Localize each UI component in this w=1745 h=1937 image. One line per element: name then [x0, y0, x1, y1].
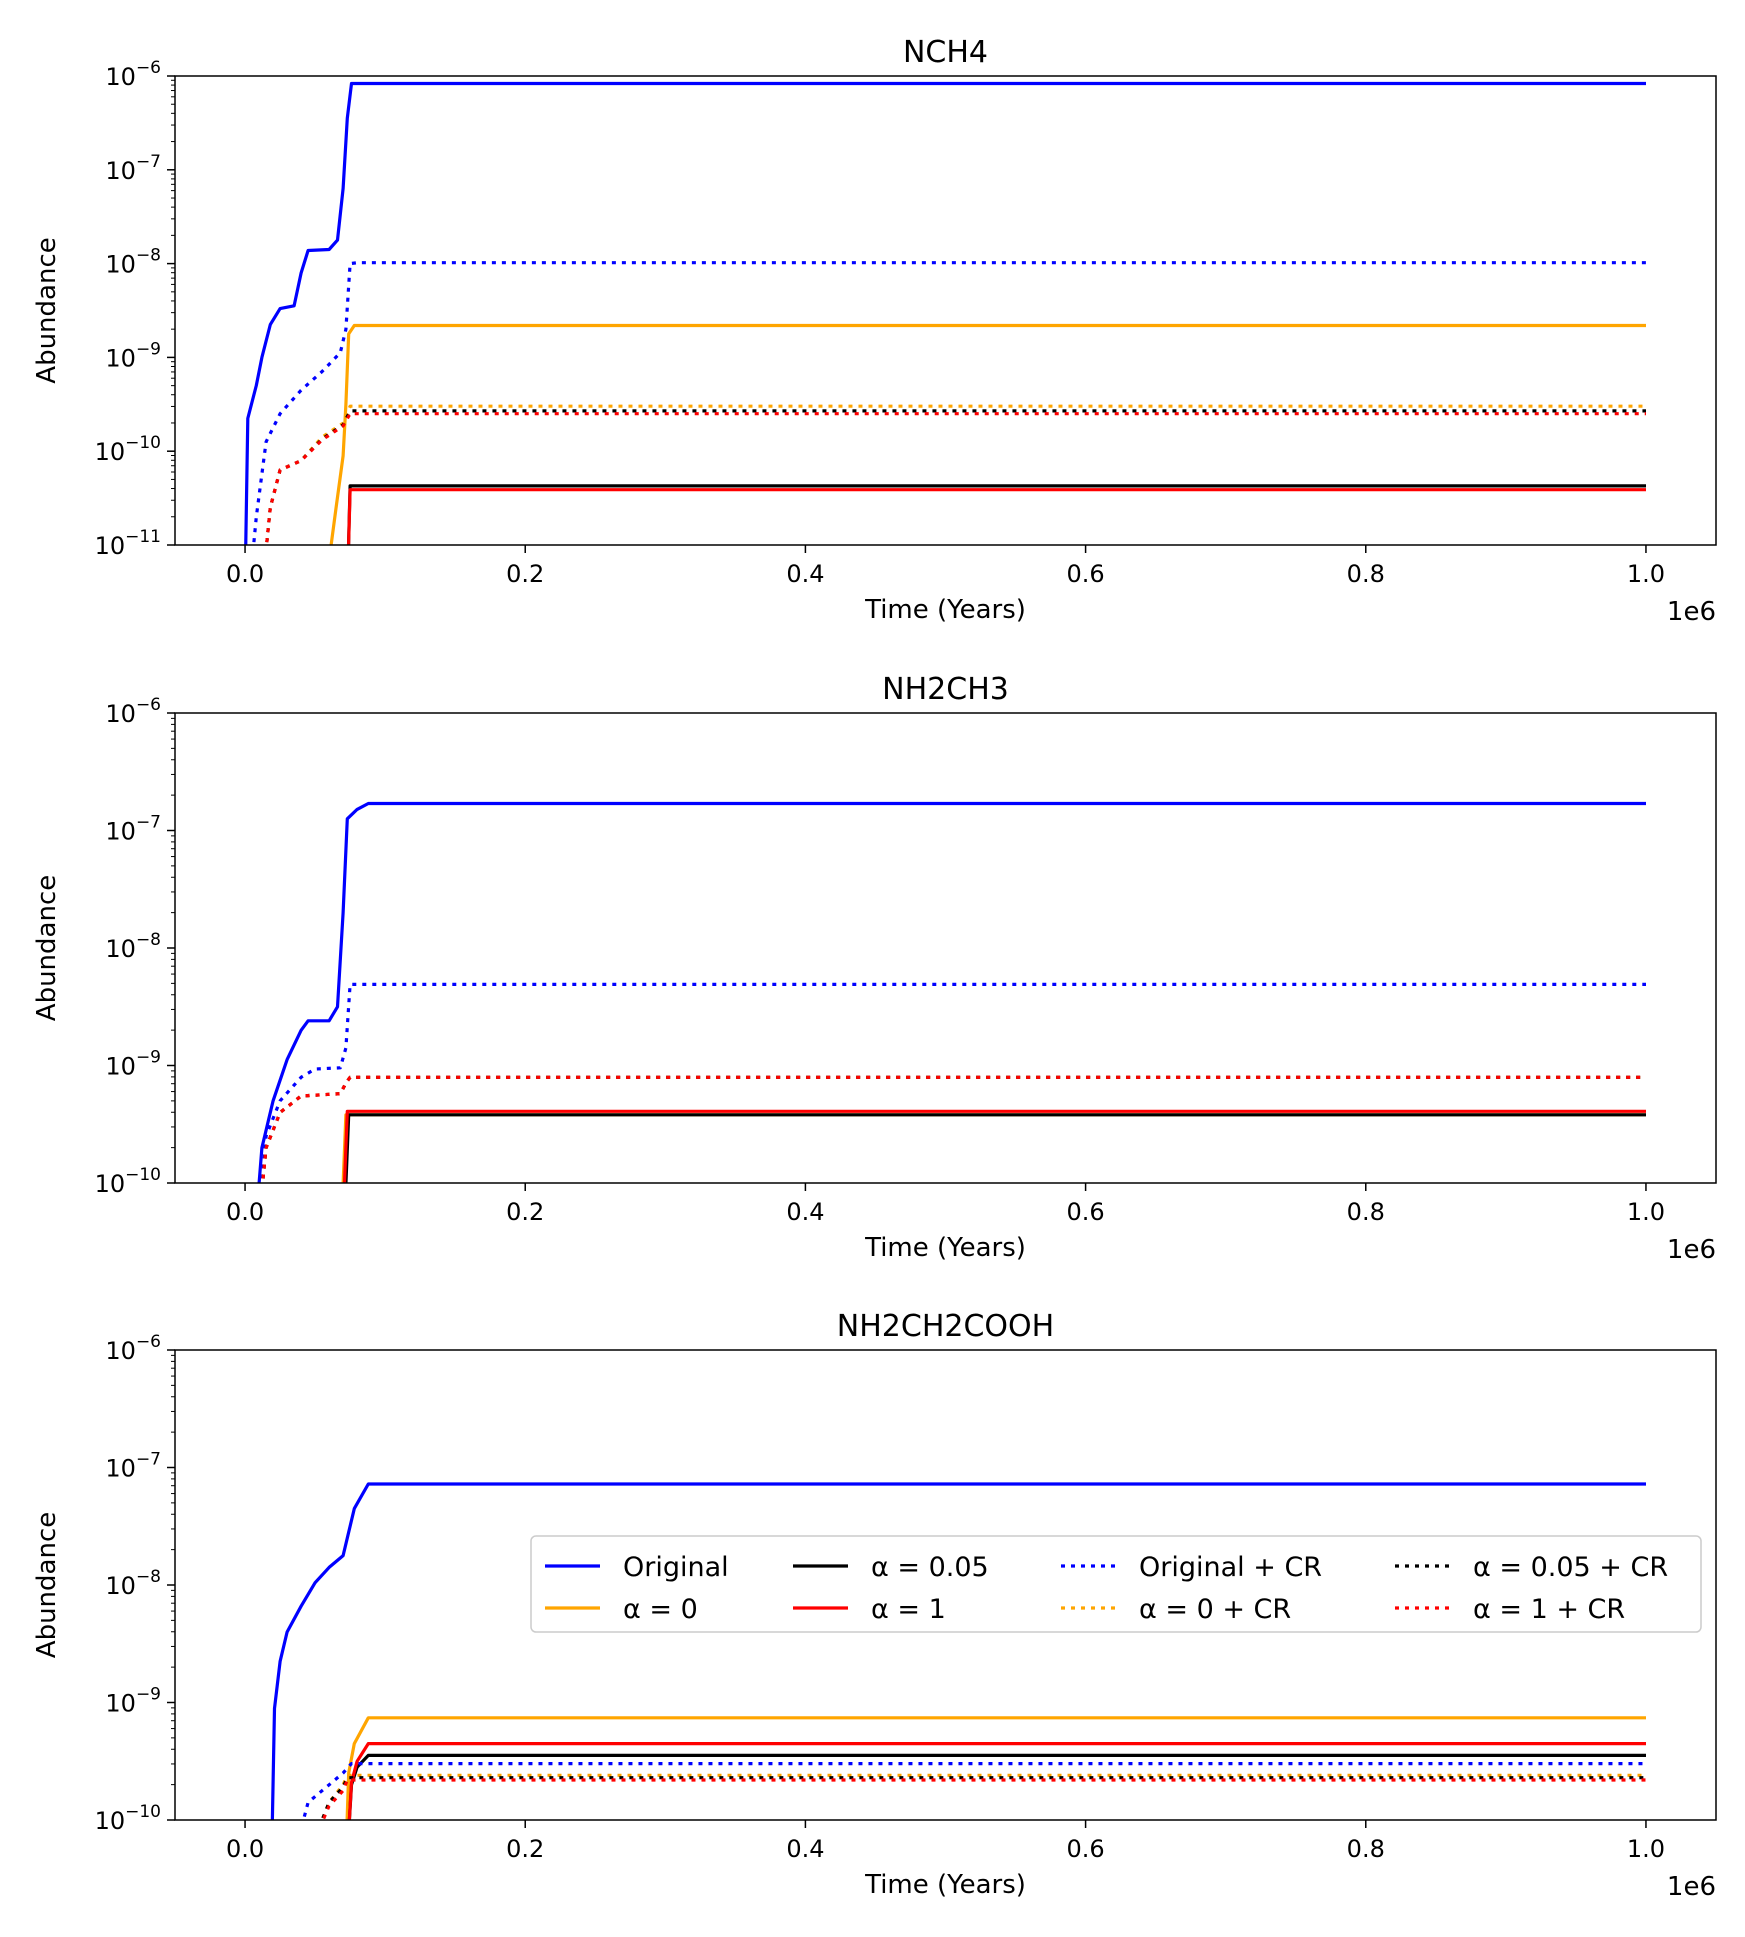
legend-label: α = 0 + CR: [1139, 1594, 1291, 1625]
legend-label: α = 0.05: [871, 1552, 989, 1583]
x-tick-label: 0.4: [786, 1198, 824, 1226]
series-line--0: [345, 1716, 1646, 1820]
plot-frame: [174, 712, 1717, 1184]
x-axis-label: Time (Years): [864, 595, 1026, 625]
y-tick-label: 10−7: [105, 152, 161, 185]
x-tick-label: 0.8: [1347, 1198, 1385, 1226]
series-line--0-05-cr: [264, 409, 1646, 545]
chart-panel-3: NH2CH2COOH 10−10 10−9 10−8 10−7 10−6 0.0 0.2 0.4…: [32, 1309, 1717, 1902]
x-tick-label: 0.6: [1067, 1835, 1105, 1863]
y-tick-label: 10−8: [105, 930, 161, 963]
y-tick-label: 10−7: [105, 1450, 161, 1483]
x-tick-label: 0.4: [786, 1835, 824, 1863]
x-offset-label: 1e6: [1667, 597, 1716, 627]
series-line--1-cr: [260, 1075, 1646, 1183]
chart-panel-2: NH2CH3 10−10 10−9 10−8 10−7 10−6 0.0 0.2 0.4 0.6 0…: [32, 672, 1717, 1265]
x-tick-label: 0.2: [506, 1198, 544, 1226]
y-tick-label: 10−7: [105, 813, 161, 846]
x-tick-label: 0.6: [1067, 560, 1105, 588]
series-group: [244, 81, 1646, 545]
y-tick-label: 10−10: [95, 1165, 161, 1198]
x-tick-label: 0.4: [786, 560, 824, 588]
x-tick-label: 0.2: [506, 1835, 544, 1863]
legend-label: α = 1 + CR: [1473, 1594, 1625, 1625]
x-tick-label: 1.0: [1627, 560, 1665, 588]
x-tick-label: 0.0: [226, 560, 264, 588]
x-axis-label: Time (Years): [864, 1233, 1026, 1263]
legend-label: α = 1: [871, 1594, 946, 1625]
y-tick-label: 10−10: [95, 433, 161, 466]
y-tick-label: 10−9: [105, 339, 161, 372]
series-line--1: [346, 488, 1646, 545]
plot-frame: [174, 75, 1717, 546]
legend-label: α = 0: [623, 1594, 698, 1625]
y-tick-label: 10−6: [105, 695, 161, 728]
y-tick-label: 10−8: [105, 246, 161, 279]
series-group: [257, 801, 1646, 1183]
y-tick-label: 10−6: [105, 58, 161, 91]
y-tick-label: 10−9: [105, 1685, 161, 1718]
chart-title: NCH4: [903, 35, 988, 70]
y-axis-label: Abundance: [32, 875, 62, 1021]
y-axis-label: Abundance: [32, 237, 62, 383]
x-tick-label: 0.0: [226, 1198, 264, 1226]
plot-frame: [174, 1349, 1717, 1821]
series-line-original-cr: [252, 261, 1646, 545]
chart-panel-1: NCH4 10−11 10−10 10−9 10−8 10−7 10−6 0.0 0.2 0.4 0…: [32, 35, 1717, 627]
y-tick-label: 10−9: [105, 1048, 161, 1081]
series-line--0-05-cr: [320, 1776, 1646, 1820]
series-line-original-cr: [301, 1762, 1646, 1820]
y-tick-label: 10−8: [105, 1567, 161, 1600]
y-tick-label: 10−11: [95, 527, 161, 560]
legend-label: Original: [623, 1552, 729, 1583]
series-line-original: [270, 1482, 1646, 1820]
y-tick-label: 10−6: [105, 1332, 161, 1365]
series-line--0-05: [346, 484, 1646, 545]
x-offset-label: 1e6: [1667, 1872, 1716, 1902]
x-tick-label: 1.0: [1627, 1198, 1665, 1226]
x-offset-label: 1e6: [1667, 1235, 1716, 1265]
y-axis-label: Abundance: [32, 1512, 62, 1658]
series-line--0: [329, 323, 1646, 545]
legend: Original α = 0 α = 0.05 α = 1 Original + CR α…: [530, 1535, 1702, 1633]
series-line--0-cr: [260, 1075, 1646, 1183]
series-line--0-05-cr: [260, 1075, 1646, 1183]
series-line--1-cr: [264, 412, 1646, 545]
x-tick-label: 0.6: [1067, 1198, 1105, 1226]
x-tick-label: 0.2: [506, 560, 544, 588]
series-line-original: [244, 81, 1646, 545]
y-tick-label: 10−10: [95, 1802, 161, 1835]
chart-title: NH2CH2COOH: [837, 1309, 1054, 1344]
legend-label: Original + CR: [1139, 1552, 1322, 1583]
chart-title: NH2CH3: [882, 672, 1009, 707]
series-line--0-cr: [320, 1773, 1646, 1820]
x-tick-label: 1.0: [1627, 1835, 1665, 1863]
x-tick-label: 0.8: [1347, 560, 1385, 588]
series-group: [270, 1482, 1646, 1820]
series-line--1: [347, 1742, 1646, 1820]
x-tick-label: 0.0: [226, 1835, 264, 1863]
series-line--0-cr: [264, 404, 1646, 545]
legend-label: α = 0.05 + CR: [1473, 1552, 1668, 1583]
series-line-original: [257, 801, 1646, 1183]
x-tick-label: 0.8: [1347, 1835, 1385, 1863]
x-axis-label: Time (Years): [864, 1870, 1026, 1900]
